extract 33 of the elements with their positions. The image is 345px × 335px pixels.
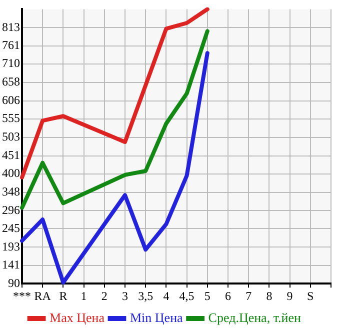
x-tick-label: 7 bbox=[246, 288, 252, 303]
legend-label: Max Цена bbox=[50, 310, 105, 325]
x-tick-label: 2 bbox=[101, 288, 108, 303]
x-tick-label: S bbox=[307, 288, 314, 303]
x-tick-label: 9 bbox=[286, 288, 293, 303]
y-tick-label: 296 bbox=[2, 202, 20, 217]
y-tick-label: 141 bbox=[2, 258, 20, 272]
y-tick-label: 761 bbox=[2, 38, 20, 52]
x-tick-label: 4,5 bbox=[179, 288, 194, 303]
legend-label: Min Цена bbox=[130, 310, 184, 325]
y-tick-label: 813 bbox=[2, 20, 20, 34]
y-tick-label: 710 bbox=[2, 56, 20, 70]
y-tick-label: 348 bbox=[2, 184, 20, 198]
legend-label: Сред.Цена, т.йен bbox=[208, 310, 302, 325]
y-tick-label: 658 bbox=[2, 74, 20, 89]
x-tick-label: RA bbox=[34, 288, 52, 303]
y-tick-label: 503 bbox=[2, 130, 20, 144]
x-tick-label: 3 bbox=[122, 288, 128, 303]
x-tick-label: 8 bbox=[266, 288, 272, 303]
x-tick-label: R bbox=[59, 288, 68, 303]
x-tick-label: 4 bbox=[163, 288, 170, 303]
y-tick-label: 90 bbox=[8, 276, 20, 290]
y-tick-label: 555 bbox=[2, 111, 20, 126]
y-tick-label: 193 bbox=[2, 239, 20, 254]
y-tick-label: 606 bbox=[2, 93, 20, 108]
x-tick-label: 5 bbox=[204, 288, 210, 303]
x-tick-label: 1 bbox=[80, 288, 87, 303]
x-tick-label: 6 bbox=[225, 288, 231, 303]
x-tick-label: 3,5 bbox=[138, 288, 154, 303]
y-tick-label: 451 bbox=[2, 148, 20, 162]
y-tick-label: 245 bbox=[2, 220, 20, 235]
x-tick-label: *** bbox=[13, 288, 31, 303]
y-tick-label: 400 bbox=[2, 166, 20, 180]
